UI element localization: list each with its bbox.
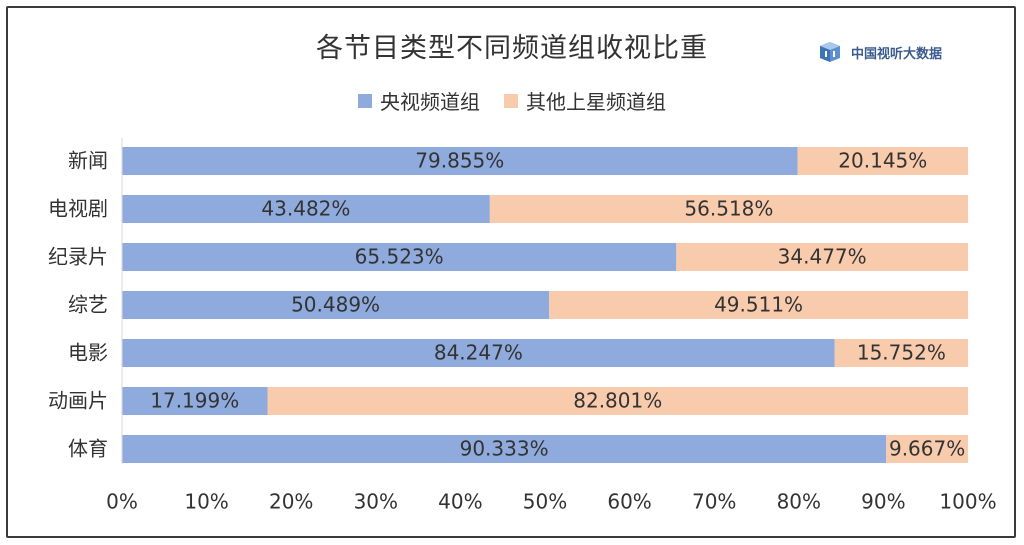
data-label-1-3: 49.511%: [714, 293, 803, 317]
x-tick-label-4: 40%: [438, 490, 482, 514]
legend-item-other: 其他上星频道组: [504, 86, 666, 115]
bar-segment-0-6: [122, 435, 887, 463]
data-label-0-6: 90.333%: [460, 437, 549, 461]
legend-swatch-other: [504, 93, 518, 108]
data-label-0-1: 43.482%: [261, 197, 350, 221]
bar-segment-0-5: [122, 387, 268, 415]
category-label-1: 电视剧: [48, 197, 108, 221]
brand-logo: 中国视听大数据: [817, 40, 942, 64]
x-tick-label-3: 30%: [354, 490, 398, 514]
legend-item-cctv: 央视频道组: [358, 86, 480, 115]
bar-segment-1-0: [797, 147, 968, 175]
bar-segment-1-6: [886, 435, 968, 463]
legend-swatch-cctv: [358, 93, 372, 108]
category-label-6: 体育: [68, 437, 108, 461]
data-label-1-2: 34.477%: [778, 245, 867, 269]
data-label-1-1: 56.518%: [684, 197, 773, 221]
x-tick-label-9: 90%: [861, 490, 905, 514]
data-label-0-4: 84.247%: [434, 341, 523, 365]
x-tick-label-8: 80%: [777, 490, 821, 514]
x-tick-label-7: 70%: [692, 490, 736, 514]
bar-segment-1-3: [549, 291, 968, 319]
data-label-1-4: 15.752%: [857, 341, 946, 365]
x-tick-label-10: 100%: [939, 490, 996, 514]
bar-segment-0-1: [122, 195, 490, 223]
data-label-1-5: 82.801%: [573, 389, 662, 413]
x-tick-label-5: 50%: [523, 490, 567, 514]
legend-label-other: 其他上星频道组: [526, 90, 666, 114]
bar-segment-0-3: [122, 291, 550, 319]
bar-segment-0-0: [122, 147, 798, 175]
bar-segment-0-2: [122, 243, 677, 271]
data-label-0-5: 17.199%: [150, 389, 239, 413]
brand-text: 中国视听大数据: [851, 46, 943, 62]
category-label-3: 综艺: [68, 293, 108, 317]
chart-title: 各节目类型不同频道组收视比重: [316, 33, 708, 64]
category-label-0: 新闻: [68, 149, 108, 173]
bar-segment-0-4: [122, 339, 835, 367]
cube-logo-icon: [820, 42, 840, 62]
x-tick-label-6: 60%: [607, 490, 651, 514]
data-label-1-0: 20.145%: [838, 149, 927, 173]
x-tick-label-1: 10%: [184, 490, 228, 514]
bar-segment-1-5: [267, 387, 968, 415]
x-tick-label-2: 20%: [269, 490, 313, 514]
category-label-5: 动画片: [48, 389, 108, 413]
data-label-0-3: 50.489%: [291, 293, 380, 317]
x-tick-label-0: 0%: [106, 490, 138, 514]
category-label-4: 电影: [68, 341, 108, 365]
data-label-1-6: 9.667%: [889, 437, 965, 461]
legend: 央视频道组 其他上星频道组: [0, 86, 1024, 115]
bar-segment-1-2: [676, 243, 968, 271]
category-label-2: 纪录片: [48, 245, 108, 269]
legend-label-cctv: 央视频道组: [380, 90, 480, 114]
bar-segment-1-1: [489, 195, 968, 223]
bar-segment-1-4: [834, 339, 968, 367]
data-label-0-2: 65.523%: [355, 245, 444, 269]
data-label-0-0: 79.855%: [415, 149, 504, 173]
